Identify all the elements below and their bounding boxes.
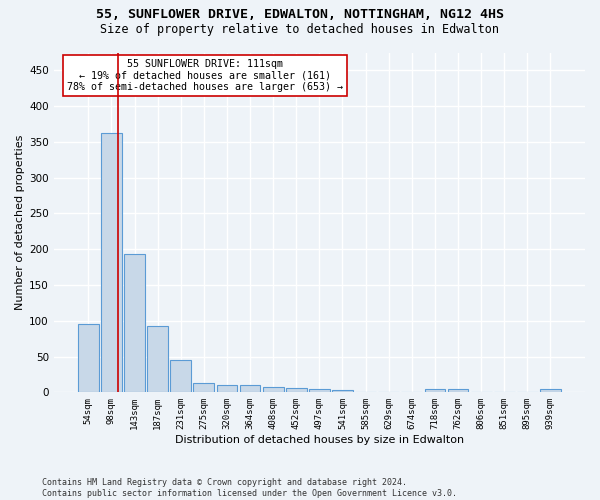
Bar [239, 385, 260, 392]
Bar [309, 389, 330, 392]
Bar [193, 383, 214, 392]
Bar [425, 389, 445, 392]
Bar [101, 134, 122, 392]
Text: Contains HM Land Registry data © Crown copyright and database right 2024.
Contai: Contains HM Land Registry data © Crown c… [42, 478, 457, 498]
Text: Size of property relative to detached houses in Edwalton: Size of property relative to detached ho… [101, 22, 499, 36]
Bar [332, 390, 353, 392]
Y-axis label: Number of detached properties: Number of detached properties [15, 134, 25, 310]
Bar [540, 390, 561, 392]
Bar [170, 360, 191, 392]
Bar [78, 324, 99, 392]
Bar [448, 389, 469, 392]
X-axis label: Distribution of detached houses by size in Edwalton: Distribution of detached houses by size … [175, 435, 464, 445]
Bar [217, 385, 238, 392]
Bar [263, 386, 284, 392]
Text: 55, SUNFLOWER DRIVE, EDWALTON, NOTTINGHAM, NG12 4HS: 55, SUNFLOWER DRIVE, EDWALTON, NOTTINGHA… [96, 8, 504, 20]
Text: 55 SUNFLOWER DRIVE: 111sqm
← 19% of detached houses are smaller (161)
78% of sem: 55 SUNFLOWER DRIVE: 111sqm ← 19% of deta… [67, 60, 343, 92]
Bar [147, 326, 168, 392]
Bar [286, 388, 307, 392]
Bar [124, 254, 145, 392]
